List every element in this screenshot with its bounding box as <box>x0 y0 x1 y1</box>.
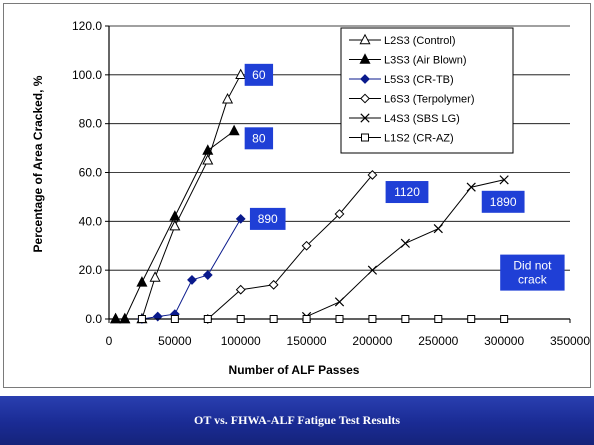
data-point <box>137 315 146 323</box>
data-point <box>110 312 122 324</box>
chart-frame: 0.0 20.0 40.0 60.0 80.0 100.0 120.0 0 50000 10000… <box>3 3 591 388</box>
data-point <box>149 271 161 282</box>
data-point <box>368 315 377 323</box>
series-line <box>141 218 242 320</box>
data-point <box>235 68 247 80</box>
annotation-box <box>244 127 274 150</box>
data-point <box>187 275 197 285</box>
annotation-label: 890 <box>258 212 278 226</box>
data-point <box>235 284 246 295</box>
legend-label: L4S3 (SBS LG) <box>384 113 460 125</box>
y-axis-label: Percentage of Area Cracked, % <box>31 75 45 252</box>
data-point <box>334 209 345 219</box>
legend-marker <box>361 133 369 142</box>
data-point <box>335 315 344 323</box>
data-point <box>202 144 214 155</box>
annotation-label: Did not <box>513 259 552 273</box>
data-point <box>269 315 278 323</box>
data-point <box>152 311 163 322</box>
y-tick-label: 60.0 <box>79 166 103 180</box>
data-point <box>302 315 311 323</box>
data-point <box>235 213 246 224</box>
legend-box <box>340 27 514 154</box>
data-point <box>466 182 476 192</box>
data-point <box>268 279 279 290</box>
legend-label: L3S3 (Air Blown) <box>384 55 467 67</box>
data-point <box>499 175 509 185</box>
data-point <box>203 315 212 323</box>
series-line <box>115 74 242 320</box>
legend-label: L2S3 (Control) <box>384 35 456 47</box>
y-tick-label: 40.0 <box>79 214 103 228</box>
annotation-label: crack <box>518 273 548 287</box>
legend-marker <box>360 93 370 104</box>
x-tick-label: 200000 <box>352 334 392 348</box>
data-point <box>500 315 509 323</box>
x-tick-label: 250000 <box>418 334 458 348</box>
y-tick-label: 0.0 <box>85 312 102 326</box>
legend-label: L5S3 (CR-TB) <box>384 74 454 86</box>
data-point <box>434 315 443 323</box>
data-point <box>222 92 234 104</box>
data-point <box>170 315 179 323</box>
x-tick-label: 0 <box>106 334 113 348</box>
series-line <box>207 174 373 320</box>
data-point <box>301 240 312 251</box>
data-point <box>334 297 345 307</box>
annotation-label: 80 <box>252 131 266 145</box>
legend-marker <box>359 53 371 64</box>
legend-label: L6S3 (Terpolymer) <box>384 94 474 106</box>
data-point <box>367 170 378 180</box>
data-point <box>367 265 378 275</box>
legend-marker <box>359 33 371 45</box>
x-tick-label: 150000 <box>287 334 327 348</box>
x-axis-label: Number of ALF Passes <box>229 363 360 377</box>
data-point <box>119 312 131 324</box>
annotation-label: 1120 <box>394 185 420 199</box>
annotation-box <box>244 63 274 86</box>
data-point <box>433 224 443 234</box>
data-point <box>136 276 148 287</box>
x-tick-label: 50000 <box>158 334 192 348</box>
legend-marker <box>360 74 370 84</box>
legend-marker <box>360 113 370 123</box>
data-point <box>400 238 410 248</box>
series-group <box>110 68 509 324</box>
x-tick-label: 100000 <box>221 334 261 348</box>
y-tick-label: 80.0 <box>79 117 103 131</box>
annotation-label: 1890 <box>490 195 517 209</box>
data-point <box>236 315 245 323</box>
data-point <box>169 219 181 231</box>
footer-banner: OT vs. FHWA-ALF Fatigue Test Results <box>0 396 594 445</box>
x-tick-label: 350000 <box>550 334 590 348</box>
footer-title: OT vs. FHWA-ALF Fatigue Test Results <box>193 413 400 427</box>
legend-label: L1S2 (CR-AZ) <box>384 133 454 145</box>
data-point <box>202 270 213 280</box>
data-point <box>169 210 181 221</box>
y-tick-label: 20.0 <box>79 263 103 277</box>
data-point <box>228 124 240 136</box>
annotation-box <box>481 190 525 213</box>
legend: L2S3 (Control) L3S3 (Air Blown) L5S3 (CR-T… <box>340 27 514 154</box>
axes: 0.0 20.0 40.0 60.0 80.0 100.0 120.0 0 50000 10000… <box>72 19 590 348</box>
annotation-box <box>385 181 429 204</box>
fatigue-chart: 0.0 20.0 40.0 60.0 80.0 100.0 120.0 0 50000 10000… <box>31 19 590 377</box>
annotation-label: 60 <box>252 68 266 82</box>
data-point <box>401 315 410 323</box>
annotation-box <box>500 254 565 291</box>
data-point <box>202 154 214 165</box>
y-tick-label: 100.0 <box>72 68 102 82</box>
annotation-box <box>249 207 286 230</box>
data-point <box>467 315 476 323</box>
gridlines <box>109 25 570 271</box>
x-tick-label: 300000 <box>484 334 524 348</box>
y-tick-label: 120.0 <box>72 19 102 33</box>
